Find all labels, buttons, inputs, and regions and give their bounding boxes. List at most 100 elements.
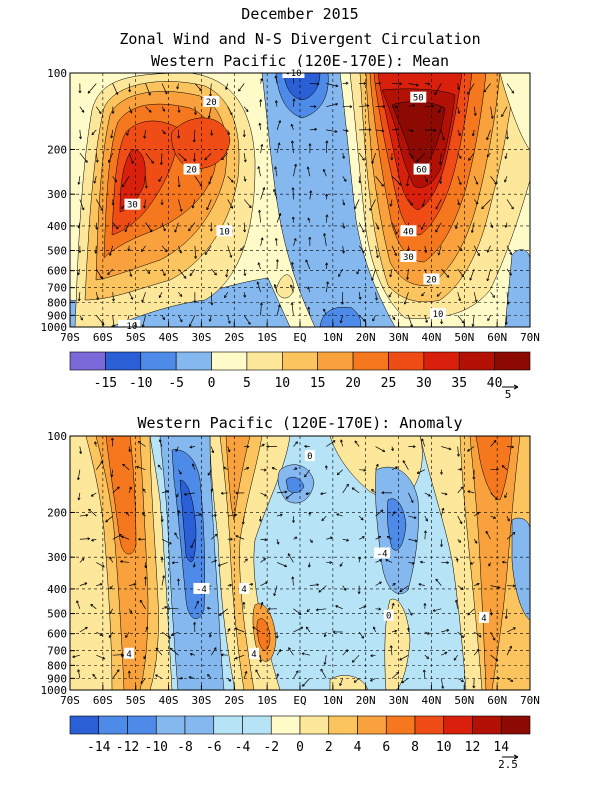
vector-arrow	[109, 245, 114, 256]
vector-arrowhead	[266, 445, 269, 447]
colorbar-swatch	[385, 715, 416, 735]
vector-arrow	[243, 671, 247, 679]
vector-arrowhead	[458, 454, 460, 457]
vector-arrowhead	[427, 82, 431, 85]
vector-arrow	[408, 492, 414, 503]
x-tick-label: 40S	[159, 694, 179, 707]
vector-arrow	[321, 515, 327, 521]
vector-arrow	[402, 460, 409, 470]
vector-arrowhead	[260, 78, 263, 81]
vector-arrowhead	[399, 657, 402, 661]
vector-arrowhead	[220, 491, 224, 494]
vector-arrowhead	[144, 205, 147, 209]
vector-arrow	[161, 606, 168, 610]
vector-arrowhead	[488, 564, 492, 567]
vector-arrowhead	[291, 216, 294, 220]
vector-arrowhead	[91, 132, 93, 135]
colorbar-label: 30	[416, 376, 432, 391]
vector-arrowhead	[274, 238, 277, 241]
vector-arrowhead	[346, 483, 349, 486]
vector-arrowhead	[92, 673, 96, 676]
vector-arrow	[275, 100, 278, 107]
vector-arrow	[370, 678, 376, 682]
vector-arrowhead	[377, 255, 379, 258]
vector-arrowhead	[382, 106, 386, 108]
vector-arrow	[260, 538, 267, 541]
vector-arrow	[160, 153, 163, 165]
vector-arrowhead	[225, 274, 227, 278]
vector-arrow	[111, 129, 114, 139]
vector-arrowhead	[125, 636, 128, 638]
vector-arrowhead	[467, 490, 471, 492]
vector-arrow	[111, 469, 114, 478]
vector-arrowhead	[165, 490, 169, 492]
vector-arrow	[189, 268, 196, 276]
contour-label-box	[413, 163, 430, 175]
vector-reference-arrowhead	[513, 754, 519, 760]
vector-arrowhead	[343, 588, 347, 591]
x-tick-label: 60S	[93, 331, 113, 344]
vector-arrowhead	[120, 655, 124, 658]
vector-arrowhead	[262, 443, 265, 447]
vector-arrow	[161, 315, 165, 320]
vector-arrow	[178, 510, 180, 517]
vector-arrow	[221, 152, 228, 161]
vector-arrowhead	[179, 110, 181, 113]
vector-arrowhead	[439, 181, 441, 184]
vector-arrowhead	[395, 106, 398, 109]
vector-arrow	[505, 152, 508, 159]
vector-arrowhead	[214, 560, 217, 563]
vector-arrowhead	[169, 647, 172, 651]
vector-arrowhead	[80, 136, 82, 140]
vector-arrowhead	[462, 486, 464, 490]
vector-arrowhead	[109, 556, 113, 559]
vector-arrowhead	[276, 673, 279, 676]
vector-arrowhead	[381, 509, 384, 513]
vector-arrowhead	[118, 486, 120, 490]
vector-arrow	[324, 655, 327, 665]
vector-arrowhead	[144, 185, 147, 189]
vector-arrowhead	[481, 207, 485, 210]
vector-arrow	[235, 535, 245, 540]
vector-arrowhead	[443, 508, 445, 511]
vector-arrow	[178, 245, 182, 254]
vector-arrow	[243, 153, 246, 163]
vector-arrowhead	[302, 685, 305, 687]
vector-arrowhead	[477, 254, 480, 257]
vector-arrowhead	[243, 159, 246, 163]
vector-arrow	[88, 508, 97, 517]
vector-arrowhead	[81, 110, 85, 113]
vector-arrowhead	[78, 669, 81, 672]
vector-arrowhead	[199, 184, 202, 187]
vector-arrowhead	[77, 497, 79, 501]
vector-arrow	[483, 83, 491, 93]
vector-arrowhead	[497, 678, 500, 680]
vector-arrow	[457, 199, 460, 206]
vector-arrowhead	[208, 115, 211, 119]
vector-arrowhead	[148, 111, 152, 113]
vector-arrowhead	[441, 472, 443, 475]
vector-arrow	[285, 492, 294, 499]
vector-arrow	[336, 513, 343, 517]
vector-arrow	[323, 308, 327, 316]
vector-arrowhead	[143, 657, 147, 660]
vector-arrowhead	[209, 182, 212, 185]
vector-arrow	[274, 284, 278, 293]
colorbar-swatch	[175, 351, 212, 371]
vector-arrow	[457, 268, 464, 277]
vector-arrowhead	[181, 208, 183, 212]
vector-arrow	[226, 268, 229, 278]
vector-arrowhead	[295, 670, 299, 673]
contour-label: 40	[403, 227, 414, 237]
vector-arrowhead	[260, 237, 263, 240]
vector-arrow	[128, 83, 131, 93]
vector-arrowhead	[79, 90, 82, 94]
vector-arrow	[424, 515, 428, 522]
vector-arrow	[487, 245, 491, 253]
vector-arrow	[208, 106, 212, 119]
vector-arrow	[457, 129, 461, 136]
anomaly-colorbar: -14 -12 -10 -8 -6 -4 -2 0 2 4 6 8 10 12 142.5	[69, 715, 531, 771]
vector-arrow	[370, 654, 376, 657]
vector-arrowhead	[440, 321, 443, 325]
vector-arrowhead	[177, 110, 180, 113]
